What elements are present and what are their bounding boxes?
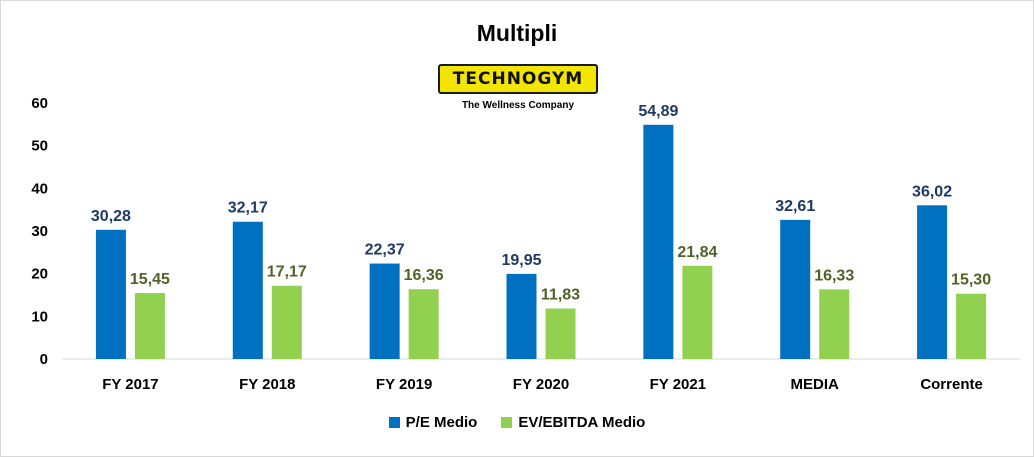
data-label: 36,02: [912, 183, 952, 200]
y-tick-label: 10: [31, 308, 48, 325]
data-label: 54,89: [638, 103, 678, 120]
y-tick-label: 20: [31, 266, 48, 283]
bar: [408, 289, 439, 359]
x-tick-label: FY 2017: [102, 376, 158, 393]
y-tick-label: 30: [31, 223, 48, 240]
x-tick-label: FY 2021: [650, 376, 706, 393]
legend-item-ev-ebitda: EV/EBITDA Medio: [501, 414, 645, 431]
y-tick-label: 0: [40, 351, 48, 368]
technogym-logo: TECHNOGYM The Wellness Company: [438, 64, 598, 114]
logo-wordmark: TECHNOGYM: [452, 69, 584, 89]
bar: [780, 219, 811, 359]
bar: [232, 221, 263, 359]
bar: [682, 265, 713, 359]
chart-title: Multipli: [476, 20, 558, 46]
bar: [506, 273, 537, 359]
y-tick-label: 40: [31, 180, 48, 197]
logo-tagline: The Wellness Company: [461, 100, 575, 111]
bar: [271, 285, 302, 359]
data-label: 16,33: [814, 267, 854, 284]
data-label: 32,61: [775, 198, 815, 215]
bar: [819, 289, 850, 359]
data-label: 11,83: [541, 287, 580, 304]
x-tick-label: MEDIA: [791, 376, 840, 393]
data-label: 22,37: [365, 242, 405, 259]
data-label: 16,36: [404, 267, 444, 284]
data-label: 19,95: [501, 252, 541, 269]
y-tick-label: 60: [31, 95, 48, 112]
bar: [545, 308, 576, 359]
data-label: 30,28: [91, 208, 131, 225]
data-label: 15,30: [951, 272, 991, 289]
data-label: 21,84: [677, 244, 717, 261]
x-tick-label: FY 2020: [513, 376, 569, 393]
legend-label-pe: P/E Medio: [405, 414, 478, 431]
legend-label-ev-ebitda: EV/EBITDA Medio: [518, 414, 646, 431]
legend-swatch-pe: [388, 417, 400, 428]
legend-swatch-ev-ebitda: [501, 417, 513, 428]
bar: [956, 293, 987, 359]
y-tick-label: 50: [31, 138, 48, 155]
bar: [134, 293, 165, 359]
bar: [95, 229, 126, 359]
x-tick-label: Corrente: [920, 376, 983, 393]
legend: P/E Medio EV/EBITDA Medio: [0, 414, 1034, 431]
logo-badge: TECHNOGYM: [438, 64, 598, 94]
bar: [917, 205, 948, 359]
x-tick-label: FY 2018: [239, 376, 295, 393]
data-label: 17,17: [267, 264, 307, 281]
data-label: 15,45: [130, 271, 170, 288]
data-label: 32,17: [228, 200, 268, 217]
legend-item-pe: P/E Medio: [388, 414, 478, 431]
bar: [643, 124, 674, 359]
bar: [369, 263, 400, 359]
x-tick-label: FY 2019: [376, 376, 432, 393]
